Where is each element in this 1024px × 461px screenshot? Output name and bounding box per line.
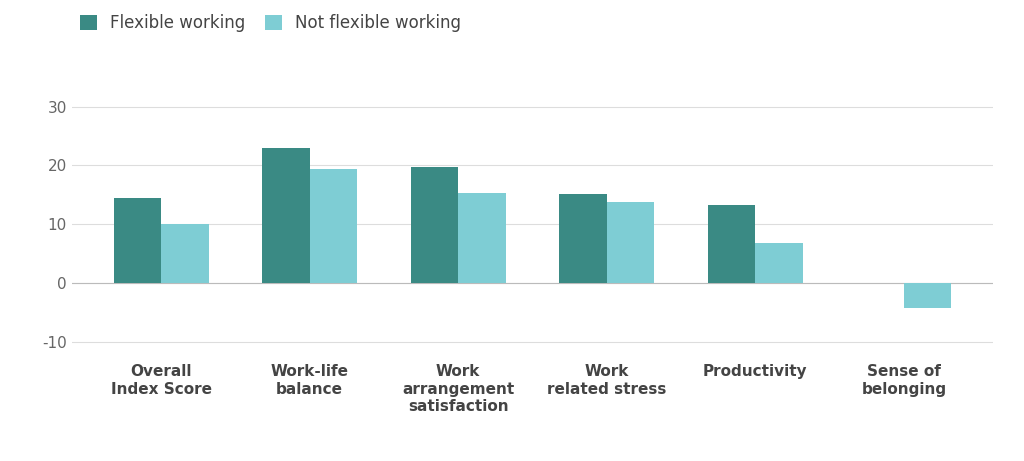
Bar	[458, 193, 506, 283]
Bar	[411, 166, 458, 283]
Bar	[262, 148, 309, 283]
Bar	[559, 194, 607, 283]
Bar	[309, 170, 357, 283]
Legend: Flexible working, Not flexible working: Flexible working, Not flexible working	[80, 14, 461, 32]
Bar	[161, 224, 209, 283]
Bar	[114, 198, 161, 283]
Bar	[708, 205, 756, 283]
Bar	[904, 283, 951, 308]
Bar	[756, 243, 803, 283]
Bar	[607, 202, 654, 283]
